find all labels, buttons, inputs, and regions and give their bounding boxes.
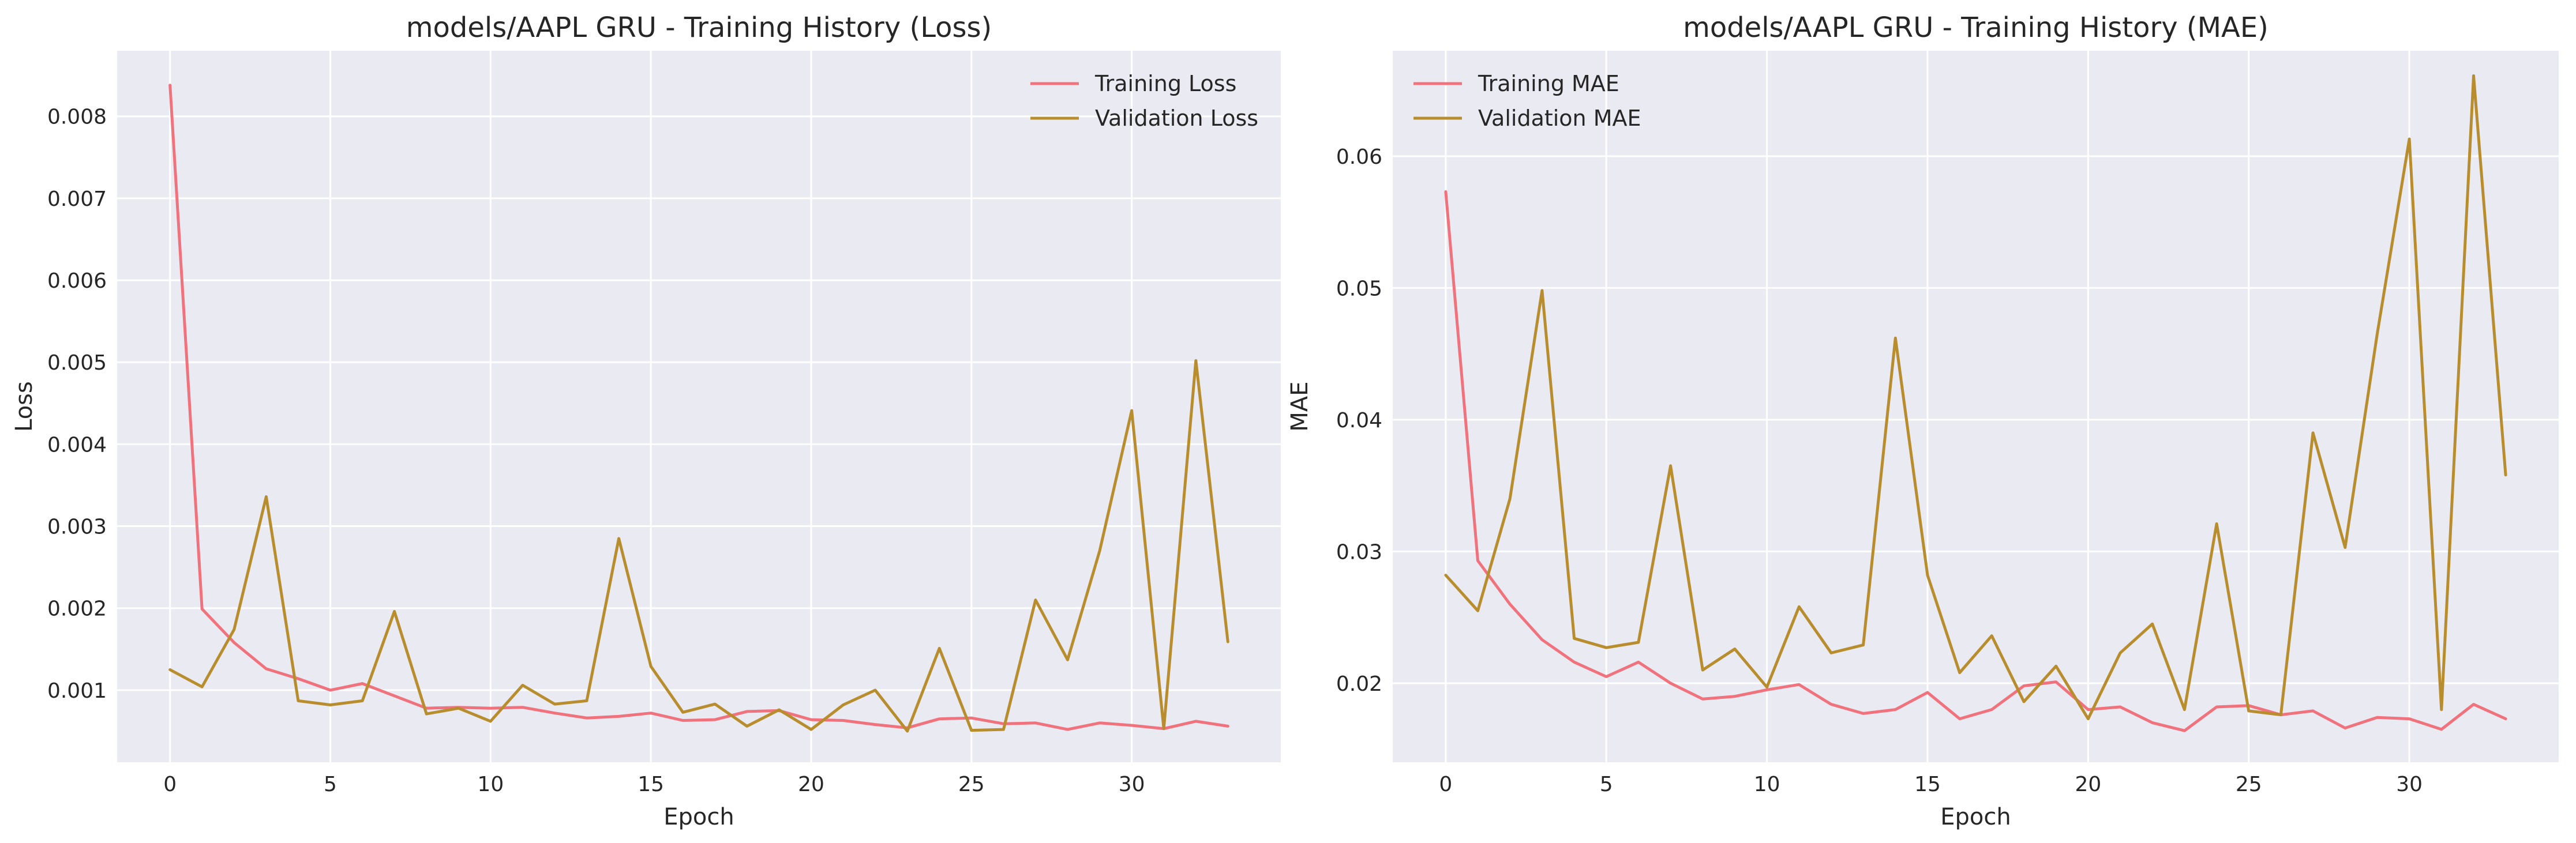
mae-series-line-training bbox=[1444, 190, 2507, 732]
mae-x-tick-label: 25 bbox=[2236, 773, 2262, 796]
mae-y-ticks: 0.02 0.03 0.04 0.05 0.06 bbox=[1336, 145, 1382, 696]
mae-chart: 0 5 10 15 20 25 30 0.02 0.03 0.04 0.05 0.06 models… bbox=[1287, 12, 2559, 830]
loss-y-axis-label: Loss bbox=[11, 381, 38, 432]
mae-x-tick-label: 30 bbox=[2396, 773, 2423, 796]
mae-x-tick-label: 20 bbox=[2075, 773, 2101, 796]
loss-x-ticks: 0 5 10 15 20 25 30 bbox=[163, 773, 1145, 796]
legend-label-validation-loss: Validation Loss bbox=[1095, 106, 1258, 131]
loss-chart-title: models/AAPL GRU - Training History (Loss… bbox=[406, 12, 992, 44]
loss-x-axis-label: Epoch bbox=[663, 804, 734, 830]
loss-series-line-validation bbox=[168, 359, 1229, 733]
loss-x-tick-label: 30 bbox=[1119, 773, 1145, 796]
mae-y-tick-label: 0.02 bbox=[1336, 672, 1382, 696]
mae-x-tick-label: 0 bbox=[1439, 773, 1452, 796]
mae-legend: Training MAE Validation MAE bbox=[1413, 71, 1641, 131]
loss-y-ticks: 0.001 0.002 0.003 0.004 0.005 0.006 0.007 0.008 bbox=[47, 106, 107, 703]
legend-label-training-mae: Training MAE bbox=[1478, 71, 1619, 96]
mae-series bbox=[1444, 74, 2507, 732]
mae-x-axis-label: Epoch bbox=[1940, 804, 2011, 830]
mae-y-axis-label: MAE bbox=[1287, 381, 1313, 431]
mae-series-line-validation bbox=[1444, 74, 2507, 721]
mae-plot-area bbox=[1393, 51, 2559, 762]
loss-x-tick-label: 25 bbox=[958, 773, 985, 796]
loss-gridlines bbox=[117, 51, 1281, 762]
loss-y-tick-label: 0.005 bbox=[47, 351, 107, 375]
mae-y-tick-label: 0.06 bbox=[1336, 145, 1382, 169]
loss-x-tick-label: 0 bbox=[163, 773, 177, 796]
loss-y-tick-label: 0.002 bbox=[47, 597, 107, 621]
loss-y-tick-label: 0.003 bbox=[47, 515, 107, 539]
loss-y-tick-label: 0.001 bbox=[47, 679, 107, 703]
loss-legend: Training Loss Validation Loss bbox=[1030, 71, 1258, 131]
mae-y-tick-label: 0.03 bbox=[1336, 540, 1382, 564]
mae-x-tick-label: 15 bbox=[1914, 773, 1941, 796]
loss-chart: 0 5 10 15 20 25 30 0.0010.0020.0030.0040.0050.… bbox=[11, 12, 1281, 830]
loss-x-tick-label: 15 bbox=[638, 773, 664, 796]
legend-label-training-loss: Training Loss bbox=[1094, 71, 1236, 96]
loss-y-tick-label: 0.007 bbox=[47, 187, 107, 211]
loss-plot-area bbox=[117, 51, 1281, 762]
loss-x-tick-label: 20 bbox=[798, 773, 824, 796]
mae-x-ticks: 0 5 10 15 20 25 30 bbox=[1439, 773, 2423, 796]
loss-y-tick-label: 0.004 bbox=[47, 433, 107, 457]
loss-y-tick-label: 0.006 bbox=[47, 269, 107, 293]
mae-y-tick-label: 0.05 bbox=[1336, 277, 1382, 300]
mae-x-tick-label: 10 bbox=[1754, 773, 1780, 796]
mae-chart-title: models/AAPL GRU - Training History (MAE) bbox=[1683, 12, 2268, 44]
loss-series bbox=[168, 84, 1229, 733]
loss-x-tick-label: 5 bbox=[324, 773, 337, 796]
mae-gridlines bbox=[1393, 51, 2559, 762]
loss-y-tick-label: 0.008 bbox=[47, 106, 107, 129]
mae-y-tick-label: 0.04 bbox=[1336, 409, 1382, 432]
loss-series-line-training bbox=[168, 84, 1229, 731]
loss-x-tick-label: 10 bbox=[477, 773, 504, 796]
mae-x-tick-label: 5 bbox=[1600, 773, 1613, 796]
legend-label-validation-mae: Validation MAE bbox=[1478, 106, 1641, 131]
